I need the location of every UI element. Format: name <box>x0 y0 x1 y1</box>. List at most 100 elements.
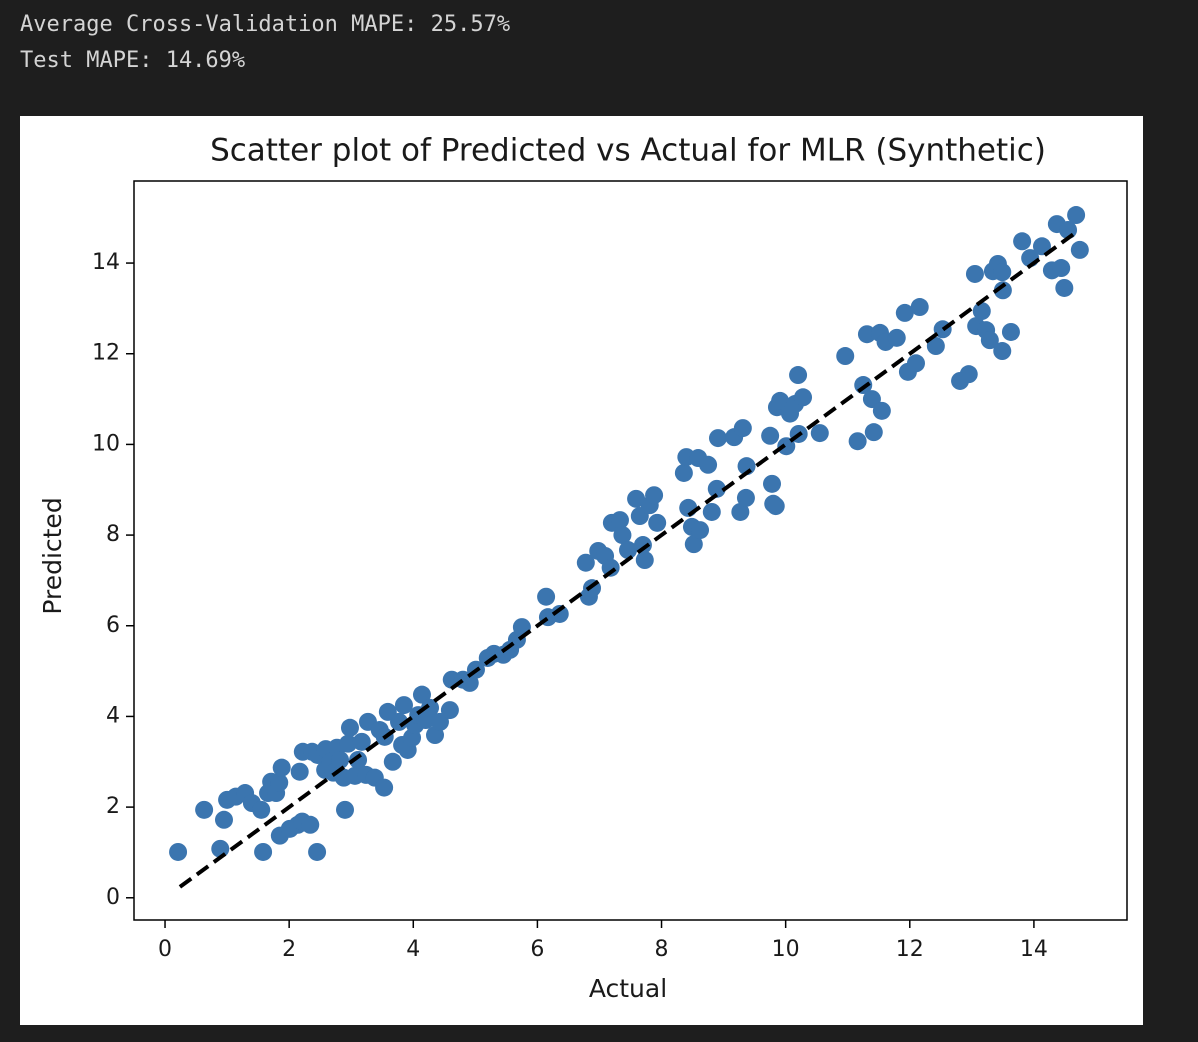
y-tick-label: 14 <box>92 250 120 275</box>
point <box>910 298 929 317</box>
point <box>761 426 780 445</box>
point <box>390 712 409 731</box>
point <box>610 511 629 530</box>
point <box>980 331 999 350</box>
point <box>375 778 394 797</box>
x-tick-label: 12 <box>896 937 924 962</box>
point <box>731 502 750 521</box>
point <box>836 347 855 366</box>
chart: Scatter plot of Predicted vs Actual for … <box>20 116 1143 1025</box>
y-tick-label: 6 <box>106 613 120 638</box>
x-tick-label: 10 <box>772 937 800 962</box>
point <box>1067 206 1086 225</box>
point <box>421 698 440 717</box>
point <box>252 800 271 819</box>
x-tick-label: 2 <box>282 937 296 962</box>
point <box>440 701 459 720</box>
point <box>214 810 233 829</box>
point <box>733 419 752 438</box>
point <box>301 815 320 834</box>
y-tick-label: 2 <box>106 794 120 819</box>
chart-title: Scatter plot of Predicted vs Actual for … <box>210 133 1046 169</box>
point <box>771 391 790 410</box>
point <box>1001 322 1020 341</box>
point <box>857 325 876 344</box>
point <box>336 800 355 819</box>
point <box>684 535 703 554</box>
point <box>340 718 359 737</box>
point <box>349 750 368 769</box>
y-axis-label: Predicted <box>38 497 67 614</box>
point <box>926 337 945 356</box>
x-tick-label: 8 <box>655 937 669 962</box>
point <box>394 696 413 715</box>
point <box>308 842 327 861</box>
point <box>887 328 906 347</box>
point <box>965 264 984 283</box>
point <box>702 502 721 521</box>
point <box>959 365 978 384</box>
point <box>613 526 632 545</box>
point <box>972 302 991 321</box>
output-line: Test MAPE: 14.69% <box>20 48 246 73</box>
point <box>777 437 796 456</box>
point <box>211 839 230 858</box>
point <box>352 732 371 751</box>
y-tick-label: 12 <box>92 341 120 366</box>
point <box>537 587 556 606</box>
point <box>339 734 358 753</box>
point <box>290 762 309 781</box>
x-axis-label: Actual <box>589 974 667 1003</box>
point <box>862 390 881 409</box>
point <box>430 712 449 731</box>
point <box>895 303 914 322</box>
point <box>627 489 646 508</box>
output-line: Average Cross-Validation MAPE: 25.57% <box>20 12 511 37</box>
point <box>619 541 638 560</box>
point <box>864 423 883 442</box>
point <box>691 521 710 540</box>
x-tick-label: 4 <box>406 937 420 962</box>
y-tick-label: 10 <box>92 431 120 456</box>
point <box>645 486 664 505</box>
x-tick-label: 14 <box>1020 937 1048 962</box>
y-tick-label: 4 <box>106 703 120 728</box>
point <box>674 463 693 482</box>
point <box>635 551 654 570</box>
point <box>601 558 620 577</box>
y-tick-label: 8 <box>106 522 120 547</box>
point <box>270 773 289 792</box>
point <box>648 513 667 532</box>
point <box>707 479 726 498</box>
point <box>195 800 214 819</box>
point <box>383 752 402 771</box>
point <box>810 424 829 443</box>
point <box>699 455 718 474</box>
x-tick-label: 6 <box>530 937 544 962</box>
point <box>848 432 867 451</box>
point <box>1055 278 1074 297</box>
point <box>794 388 813 407</box>
point <box>709 429 728 448</box>
point <box>993 263 1012 282</box>
point <box>550 604 569 623</box>
point <box>906 354 925 373</box>
x-tick-label: 0 <box>158 937 172 962</box>
point <box>993 281 1012 300</box>
point <box>766 497 785 516</box>
point <box>1032 237 1051 256</box>
point <box>736 488 755 507</box>
point <box>169 842 188 861</box>
point <box>272 758 291 777</box>
point <box>1013 232 1032 251</box>
point <box>412 685 431 704</box>
point <box>993 342 1012 361</box>
reference-line <box>178 229 1079 889</box>
plot-frame <box>133 180 1128 921</box>
point <box>331 750 350 769</box>
point <box>1070 240 1089 259</box>
point <box>872 401 891 420</box>
y-tick-label: 0 <box>106 885 120 910</box>
point <box>789 366 808 385</box>
